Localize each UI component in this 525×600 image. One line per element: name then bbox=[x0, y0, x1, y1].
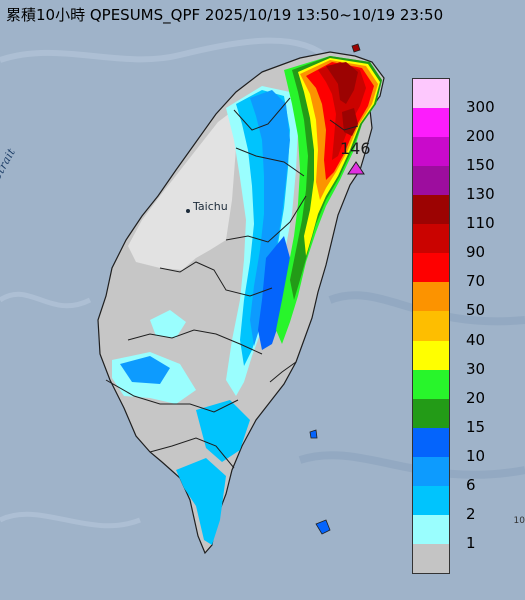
legend-label: 20 bbox=[466, 388, 486, 407]
legend-swatch bbox=[413, 543, 449, 574]
legend-label: 130 bbox=[466, 185, 495, 204]
rainfall-legend bbox=[412, 78, 450, 574]
legend-label: 2 bbox=[466, 504, 476, 523]
legend-label: 50 bbox=[466, 301, 486, 320]
county-borders bbox=[105, 97, 359, 469]
legend-swatch bbox=[413, 398, 449, 429]
legend-swatch bbox=[413, 282, 449, 312]
legend-label: 110 bbox=[466, 214, 495, 233]
max-rainfall-label: 146 bbox=[340, 139, 371, 158]
legend-label: 300 bbox=[466, 98, 495, 117]
city-label: Taichu bbox=[193, 200, 228, 213]
legend-swatch bbox=[413, 108, 449, 138]
legend-swatch bbox=[413, 137, 449, 167]
legend-swatch bbox=[413, 369, 449, 400]
map-title: 累積10小時 QPESUMS_QPF 2025/10/19 13:50~10/1… bbox=[6, 6, 444, 24]
edge-text: 10 bbox=[513, 516, 525, 526]
legend-swatch bbox=[413, 79, 449, 109]
legend-label: 90 bbox=[466, 243, 486, 262]
legend-swatch bbox=[413, 166, 449, 196]
max-rainfall-marker-icon bbox=[347, 161, 365, 175]
legend-label: 10 bbox=[466, 446, 486, 465]
legend-swatch bbox=[413, 224, 449, 254]
legend-swatch bbox=[413, 340, 449, 371]
legend-swatch bbox=[413, 456, 449, 487]
legend-swatch bbox=[413, 427, 449, 458]
legend-swatch bbox=[413, 485, 449, 516]
legend-label: 15 bbox=[466, 417, 486, 436]
legend-label: 30 bbox=[466, 359, 486, 378]
legend-label: 70 bbox=[466, 272, 486, 291]
offshore-islands bbox=[309, 43, 361, 535]
legend-swatch bbox=[413, 311, 449, 342]
legend-swatch bbox=[413, 195, 449, 225]
legend-label: 150 bbox=[466, 156, 495, 175]
legend-swatch bbox=[413, 514, 449, 545]
legend-swatch bbox=[413, 253, 449, 283]
legend-label: 40 bbox=[466, 330, 486, 349]
rainfall-fields bbox=[112, 56, 382, 545]
ocean-texture bbox=[0, 37, 525, 529]
legend-label: 200 bbox=[466, 127, 495, 146]
legend-label: 1 bbox=[466, 533, 476, 552]
dry-area bbox=[128, 110, 236, 270]
legend-label: 6 bbox=[466, 475, 476, 494]
city-marker-icon bbox=[186, 209, 190, 213]
